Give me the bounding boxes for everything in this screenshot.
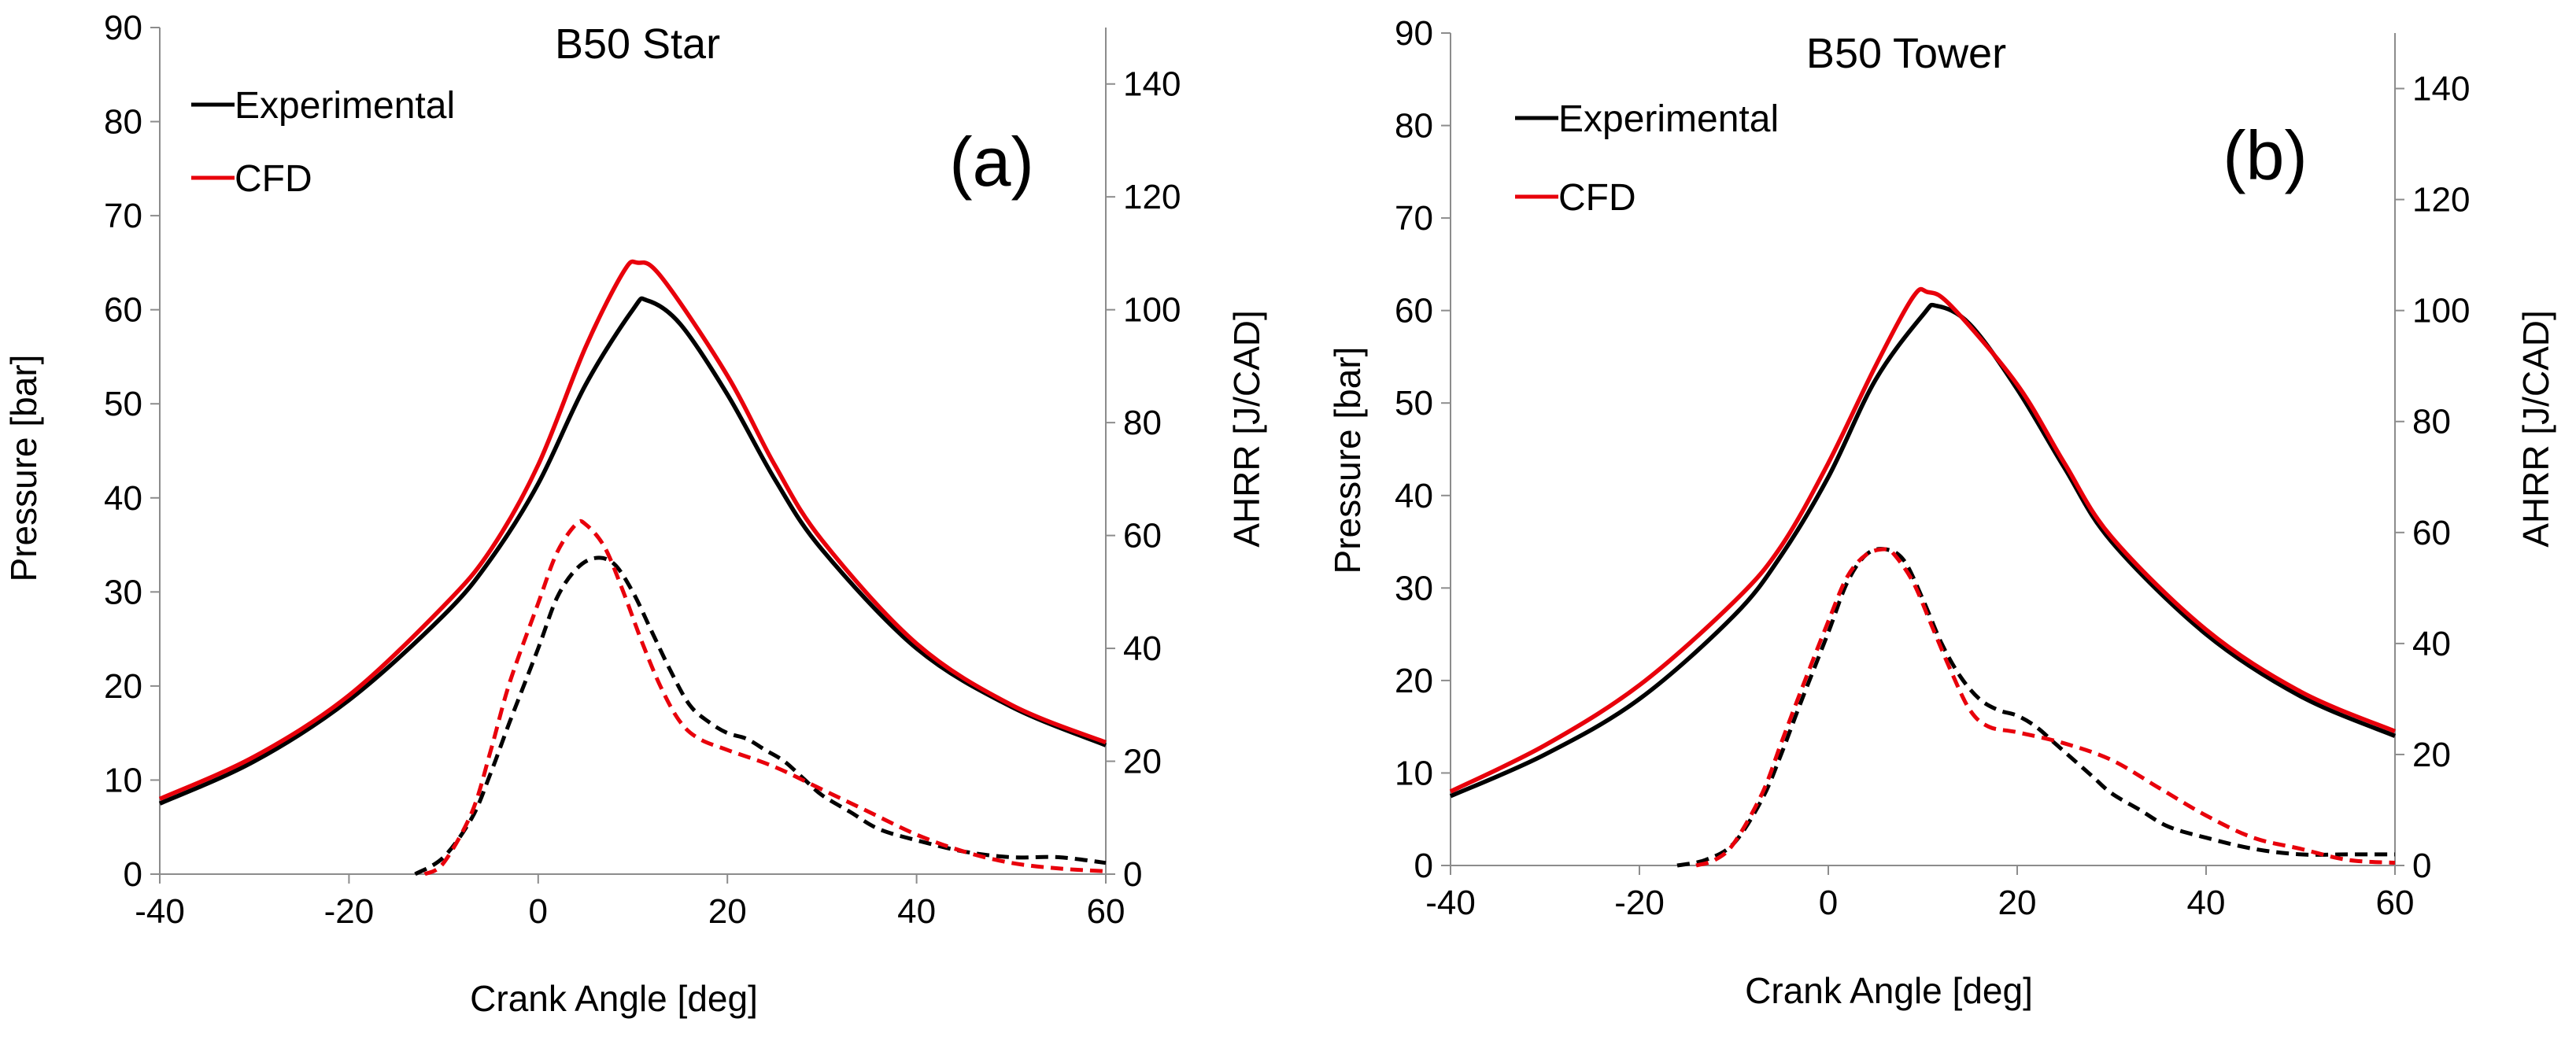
y2-tick-label: 60 xyxy=(2412,514,2451,552)
chart-panel-b: -40 -20 0 20 40 60 0 10 20 30 40 50 60 70 80 90 0 20 40 6… xyxy=(1327,14,2556,1011)
y2-axis-title: AHRR [J/CAD] xyxy=(1226,310,1267,548)
y-axis-title: Pressure [bar] xyxy=(1327,347,1368,574)
cfd-ahrr-line xyxy=(1695,547,2396,868)
y-tick-label: 60 xyxy=(1395,292,1433,330)
y-tick-label: 60 xyxy=(104,291,142,330)
y2-tick-labels: 0 20 40 60 80 100 120 140 xyxy=(2395,70,2470,885)
x-tick-label: -40 xyxy=(135,892,185,931)
y-tick-label: 10 xyxy=(104,761,142,799)
legend-label-cfd: CFD xyxy=(235,158,312,200)
y-tick-label: 20 xyxy=(1395,662,1433,700)
y-tick-labels: 0 10 20 30 40 50 60 70 80 90 xyxy=(1395,14,1451,885)
x-tick-label: 60 xyxy=(1087,892,1125,931)
y-tick-label: 70 xyxy=(104,197,142,235)
y-tick-label: 90 xyxy=(1395,14,1433,53)
y2-tick-label: 80 xyxy=(2412,403,2451,441)
y2-tick-label: 100 xyxy=(2412,292,2470,330)
y-tick-label: 50 xyxy=(104,385,142,423)
legend: Experimental CFD xyxy=(1515,98,1779,219)
x-tick-label: -20 xyxy=(1614,884,1665,922)
y-tick-label: 20 xyxy=(104,667,142,706)
y-tick-label: 50 xyxy=(1395,384,1433,423)
x-tick-label: -20 xyxy=(324,892,375,931)
y-tick-label: 0 xyxy=(1414,847,1433,885)
y2-tick-label: 120 xyxy=(2412,181,2470,220)
y2-tick-label: 0 xyxy=(2412,847,2431,885)
y2-tick-label: 100 xyxy=(1123,291,1181,330)
y2-tick-label: 60 xyxy=(1123,517,1162,555)
x-tick-label: 0 xyxy=(1819,884,1838,922)
y-tick-label: 40 xyxy=(104,479,142,518)
legend-label-experimental: Experimental xyxy=(235,85,455,127)
y-tick-label: 0 xyxy=(124,855,142,894)
x-tick-labels: -40 -20 0 20 40 60 xyxy=(1425,865,2414,922)
chart-title: B50 Star xyxy=(555,20,720,68)
x-tick-label: 20 xyxy=(1998,884,2037,922)
x-tick-label: 40 xyxy=(897,892,936,931)
y2-axis-title: AHRR [J/CAD] xyxy=(2515,310,2556,548)
y2-tick-labels: 0 20 40 60 80 100 120 140 xyxy=(1106,65,1181,894)
y2-tick-label: 20 xyxy=(2412,736,2451,774)
cfd-pressure-line xyxy=(158,259,1107,801)
experimental-pressure-line xyxy=(1449,302,2397,799)
y2-tick-label: 40 xyxy=(2412,625,2451,663)
cfd-ahrr-line xyxy=(423,518,1107,876)
y-tick-label: 80 xyxy=(1395,107,1433,146)
y-axis-title: Pressure [bar] xyxy=(3,355,44,582)
x-tick-label: 0 xyxy=(529,892,548,931)
experimental-ahrr-line xyxy=(414,555,1107,876)
y-tick-label: 10 xyxy=(1395,754,1433,792)
y-tick-label: 40 xyxy=(1395,477,1433,515)
y2-tick-label: 20 xyxy=(1123,743,1162,781)
experimental-pressure-line xyxy=(158,296,1107,806)
legend-label-cfd: CFD xyxy=(1558,177,1636,219)
plot-area xyxy=(1449,33,2397,868)
y2-tick-label: 40 xyxy=(1123,629,1162,668)
y2-tick-label: 120 xyxy=(1123,178,1181,216)
x-tick-labels: -40 -20 0 20 40 60 xyxy=(135,874,1125,931)
x-axis-title: Crank Angle [deg] xyxy=(1745,970,2033,1011)
panel-label: (a) xyxy=(949,123,1034,201)
plot-area xyxy=(158,28,1107,876)
x-tick-label: 60 xyxy=(2376,884,2415,922)
y2-tick-label: 80 xyxy=(1123,404,1162,442)
legend-label-experimental: Experimental xyxy=(1558,98,1779,140)
experimental-ahrr-line xyxy=(1676,547,2395,868)
y-tick-labels: 0 10 20 30 40 50 60 70 80 90 xyxy=(104,9,160,894)
x-tick-label: -40 xyxy=(1425,884,1476,922)
cfd-pressure-line xyxy=(1449,286,2397,794)
x-tick-label: 40 xyxy=(2187,884,2226,922)
x-tick-label: 20 xyxy=(708,892,747,931)
y2-tick-label: 140 xyxy=(1123,65,1181,104)
chart-panel-a: -40 -20 0 20 40 60 0 10 20 30 40 50 60 70 80 90 0 20 40 6… xyxy=(3,9,1267,1019)
y-tick-label: 30 xyxy=(1395,569,1433,607)
legend: Experimental CFD xyxy=(191,85,455,200)
panel-label: (b) xyxy=(2223,116,2308,194)
y-tick-label: 70 xyxy=(1395,199,1433,238)
y-tick-label: 30 xyxy=(104,573,142,611)
y-tick-label: 80 xyxy=(104,103,142,142)
y2-tick-label: 0 xyxy=(1123,855,1142,894)
chart-title: B50 Tower xyxy=(1806,30,2006,77)
y-tick-label: 90 xyxy=(104,9,142,47)
y2-tick-label: 140 xyxy=(2412,70,2470,109)
x-axis-title: Crank Angle [deg] xyxy=(470,978,758,1019)
